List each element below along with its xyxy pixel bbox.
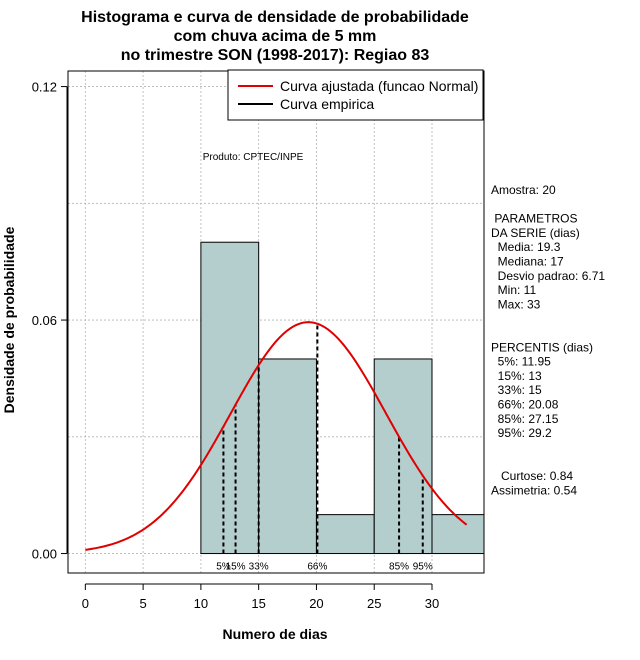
statistics-line: PARAMETROS bbox=[491, 212, 577, 226]
percentile-label: 5% bbox=[216, 562, 231, 573]
histogram-bar bbox=[373, 358, 433, 555]
percentile-label: 85% bbox=[389, 562, 409, 573]
product-annotation: Produto: CPTEC/INPE bbox=[203, 152, 304, 163]
chart-title-line-3: no trimestre SON (1998-2017): Regiao 83 bbox=[121, 47, 430, 64]
statistics-line: DA SERIE (dias) bbox=[491, 226, 580, 240]
normal-curve bbox=[85, 321, 468, 551]
statistics-line: 95%: 29.2 bbox=[491, 426, 552, 440]
percentile-label: 33% bbox=[249, 562, 269, 573]
x-tick-label: 30 bbox=[425, 596, 439, 611]
chart-title-line-1: Histograma e curva de densidade de proba… bbox=[81, 9, 469, 26]
percentile-label: 95% bbox=[413, 562, 433, 573]
legend-label-empirical: Curva empirica bbox=[280, 96, 374, 112]
percentile-label: 15% bbox=[226, 562, 246, 573]
statistics-line: Desvio padrao: 6.71 bbox=[491, 269, 605, 283]
statistics-line: Mediana: 17 bbox=[491, 255, 564, 269]
x-axis-title: Numero de dias bbox=[222, 626, 327, 642]
histogram-bar bbox=[315, 514, 375, 555]
statistics-line: Min: 11 bbox=[491, 283, 536, 297]
histogram-bar bbox=[431, 514, 485, 555]
statistics-line: 66%: 20.08 bbox=[491, 398, 559, 412]
x-tick-label: 20 bbox=[309, 596, 323, 611]
y-tick-label: 0.06 bbox=[32, 313, 57, 328]
normal-curve-layer bbox=[85, 321, 468, 551]
x-tick-label: 10 bbox=[194, 596, 208, 611]
statistics-line: Media: 19.3 bbox=[491, 240, 561, 254]
y-axis-title: Densidade de probabilidade bbox=[1, 226, 17, 413]
chart-title-line-2: com chuva acima de 5 mm bbox=[174, 28, 377, 45]
statistics-line: Max: 33 bbox=[491, 297, 541, 311]
statistics-line: 33%: 15 bbox=[491, 383, 542, 397]
axes-layer: 0 5 10 15 20 25 30 0.00 0.06 0.12 bbox=[32, 80, 440, 611]
percentile-lines: 5%15% 33% 66% 85% 95% bbox=[216, 323, 433, 573]
histogram-bar bbox=[258, 358, 317, 555]
legend-label-normal: Curva ajustada (funcao Normal) bbox=[280, 78, 478, 94]
y-tick-label: 0.00 bbox=[32, 547, 57, 562]
histogram-bars bbox=[200, 241, 485, 555]
statistics-line: Curtose: 0.84 bbox=[491, 469, 573, 483]
x-tick-label: 5 bbox=[139, 596, 146, 611]
y-tick-label: 0.12 bbox=[32, 80, 57, 95]
x-tick-label: 15 bbox=[251, 596, 265, 611]
statistics-line: 85%: 27.15 bbox=[491, 412, 559, 426]
statistics-line: 15%: 13 bbox=[491, 369, 542, 383]
x-tick-label: 25 bbox=[367, 596, 381, 611]
legend-box bbox=[227, 69, 484, 121]
histogram-bar bbox=[200, 241, 260, 555]
statistics-line: Assimetria: 0.54 bbox=[491, 483, 577, 497]
statistics-line: PERCENTIS (dias) bbox=[491, 340, 593, 354]
statistics-line: Amostra: 20 bbox=[491, 183, 556, 197]
percentile-label: 66% bbox=[307, 562, 327, 573]
legend: Curva ajustada (funcao Normal) Curva emp… bbox=[227, 69, 484, 121]
statistics-line: 5%: 11.95 bbox=[491, 355, 551, 369]
x-tick-label: 0 bbox=[82, 596, 89, 611]
